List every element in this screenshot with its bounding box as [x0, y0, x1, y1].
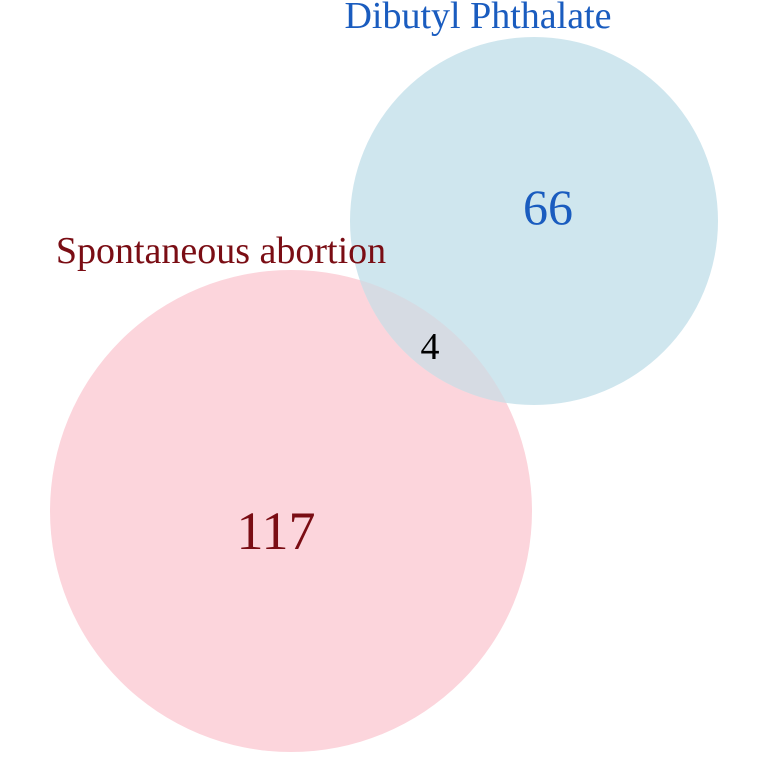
set-a-circle — [50, 270, 532, 752]
set-a-label: Spontaneous abortion — [56, 230, 386, 272]
set-b-only-count: 66 — [523, 179, 573, 235]
set-a-only-count: 117 — [237, 501, 316, 561]
set-b-circle — [350, 37, 718, 405]
intersection-count: 4 — [421, 326, 440, 368]
set-b-label: Dibutyl Phthalate — [344, 0, 611, 37]
